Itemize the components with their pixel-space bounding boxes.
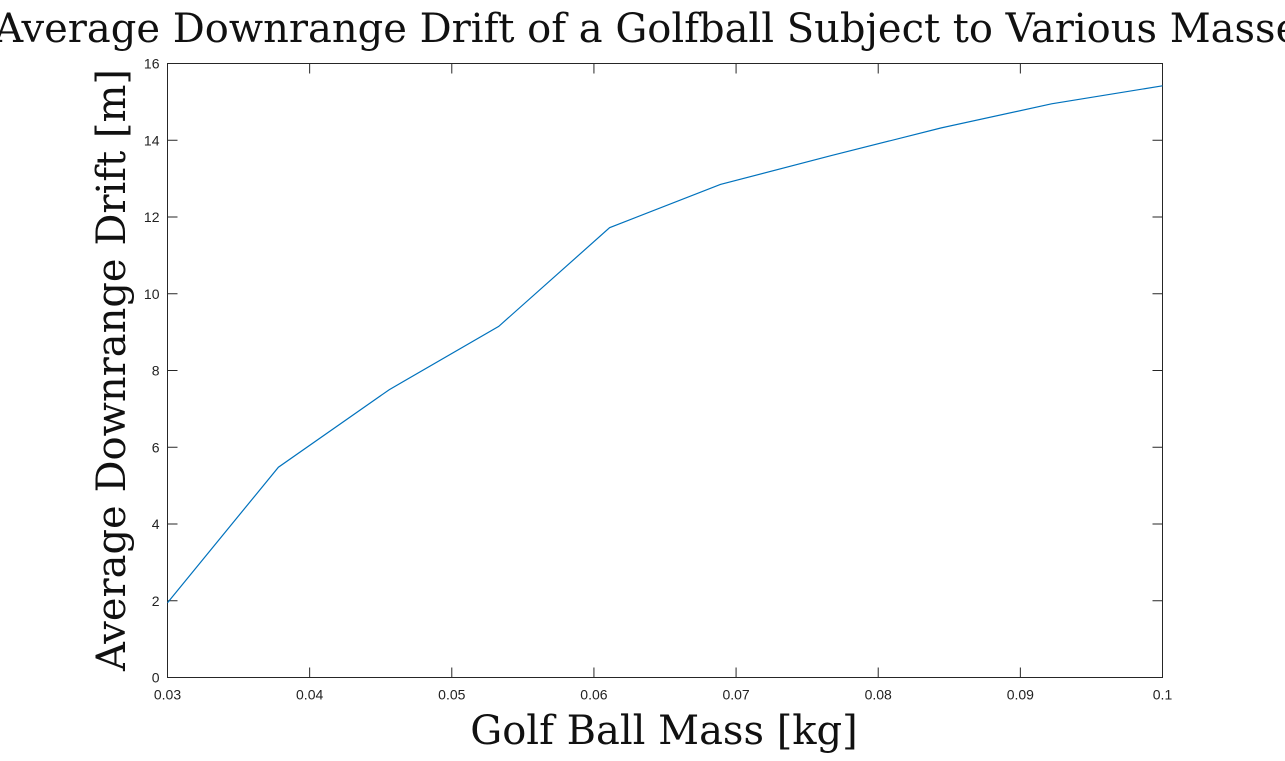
chart-title: Average Downrange Drift of a Golfball Su… [0, 6, 1285, 52]
x-tick-label: 0.04 [296, 687, 323, 703]
x-axis-label: Golf Ball Mass [kg] [470, 708, 858, 754]
x-tick-label: 0.06 [580, 687, 607, 703]
y-tick-label: 12 [144, 209, 160, 225]
x-tick-label: 0.1 [1153, 687, 1173, 703]
plot-area [167, 63, 1163, 678]
x-tick-label: 0.03 [154, 687, 181, 703]
y-tick-label: 8 [152, 363, 160, 379]
x-axis-ticks: 0.03 0.04 0.05 0.06 0.07 0.08 0.09 0.1 [154, 63, 1173, 703]
y-tick-label: 0 [152, 670, 160, 686]
series-group [167, 85, 1163, 604]
x-tick-label: 0.09 [1007, 687, 1034, 703]
y-axis-ticks: 0 2 4 6 8 10 12 14 16 [144, 56, 1163, 686]
y-tick-label: 16 [144, 56, 160, 72]
y-tick-label: 2 [152, 593, 160, 609]
y-tick-label: 4 [152, 516, 160, 532]
series-line-0 [167, 85, 1163, 604]
y-axis-label: Average Downrange Drift [m] [89, 69, 135, 672]
x-tick-label: 0.08 [865, 687, 892, 703]
x-tick-label: 0.07 [722, 687, 749, 703]
x-tick-label: 0.05 [438, 687, 465, 703]
y-tick-label: 10 [144, 286, 160, 302]
y-tick-label: 6 [152, 439, 160, 455]
y-tick-label: 14 [144, 132, 160, 148]
